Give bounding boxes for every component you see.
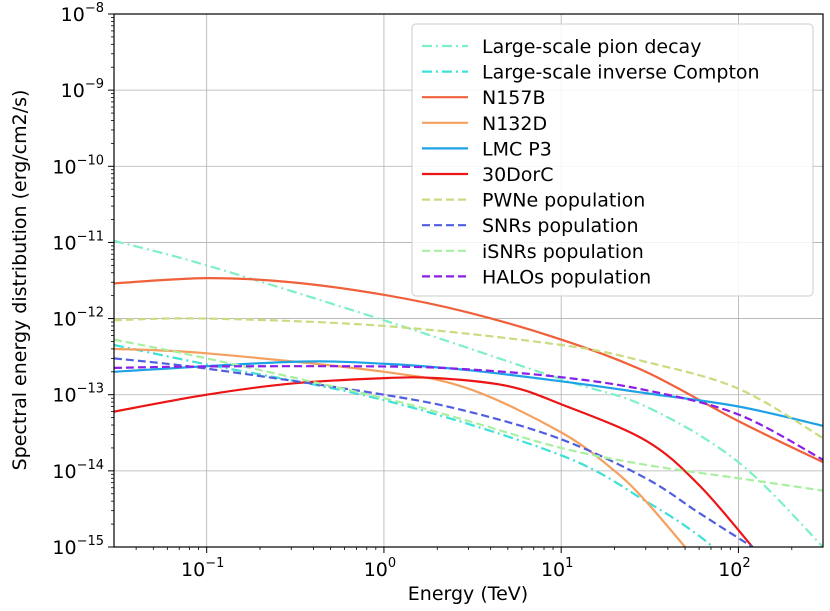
y-tick-label: 10−11 bbox=[52, 229, 104, 254]
series-line-pwne-population bbox=[114, 317, 823, 439]
series-line-n157b bbox=[114, 276, 823, 464]
legend-label-isnrs-population: iSNRs population bbox=[482, 241, 644, 263]
series-line-large-scale-inverse-compton bbox=[114, 343, 715, 547]
y-tick-label: 10−12 bbox=[52, 306, 104, 331]
series-line-halos-population bbox=[114, 365, 823, 461]
series-line-large-scale-pion-decay bbox=[114, 239, 823, 547]
x-tick-label: 100 bbox=[364, 556, 396, 581]
series-line-lmc-p3 bbox=[114, 360, 823, 427]
series-line-snrs-population bbox=[114, 357, 754, 547]
x-axis-label: Energy (TeV) bbox=[408, 583, 528, 605]
series-line-isnrs-population bbox=[114, 338, 823, 492]
y-tick-label: 10−10 bbox=[52, 153, 104, 178]
legend-label-lmc-p3: LMC P3 bbox=[482, 138, 552, 160]
legend: Large-scale pion decay Large-scale invers… bbox=[411, 23, 814, 297]
legend-label-large-scale-pion-decay: Large-scale pion decay bbox=[482, 36, 701, 58]
y-tick-label: 10−9 bbox=[61, 77, 104, 102]
y-tick-label: 10−8 bbox=[61, 1, 104, 26]
legend-label-large-scale-inverse-compton: Large-scale inverse Compton bbox=[482, 62, 760, 84]
x-tick-label: 102 bbox=[718, 556, 750, 581]
y-tick-label: 10−15 bbox=[52, 534, 104, 559]
legend-label-halos-population: HALOs population bbox=[482, 266, 651, 288]
legend-label-n157b: N157B bbox=[482, 87, 546, 109]
legend-box bbox=[411, 23, 814, 297]
legend-label-30dorc: 30DorC bbox=[482, 164, 554, 186]
series-group bbox=[114, 239, 823, 547]
series-line-30dorc bbox=[114, 376, 754, 547]
legend-label-snrs-population: SNRs population bbox=[482, 215, 639, 237]
x-tick-label: 101 bbox=[541, 556, 573, 581]
y-tick-label: 10−14 bbox=[52, 458, 104, 483]
legend-label-pwne-population: PWNe population bbox=[482, 190, 645, 212]
y-axis-label: Spectral energy distribution (erg/cm2/s) bbox=[9, 90, 31, 471]
axis-ticks: 10−15 10−14 10−13 10−12 10−11 10−10 10−9 10−8 10… bbox=[52, 1, 793, 581]
series-line-n132d bbox=[114, 347, 686, 547]
legend-label-n132d: N132D bbox=[482, 113, 547, 135]
y-tick-label: 10−13 bbox=[52, 382, 104, 407]
x-tick-label: 10−1 bbox=[181, 556, 224, 581]
